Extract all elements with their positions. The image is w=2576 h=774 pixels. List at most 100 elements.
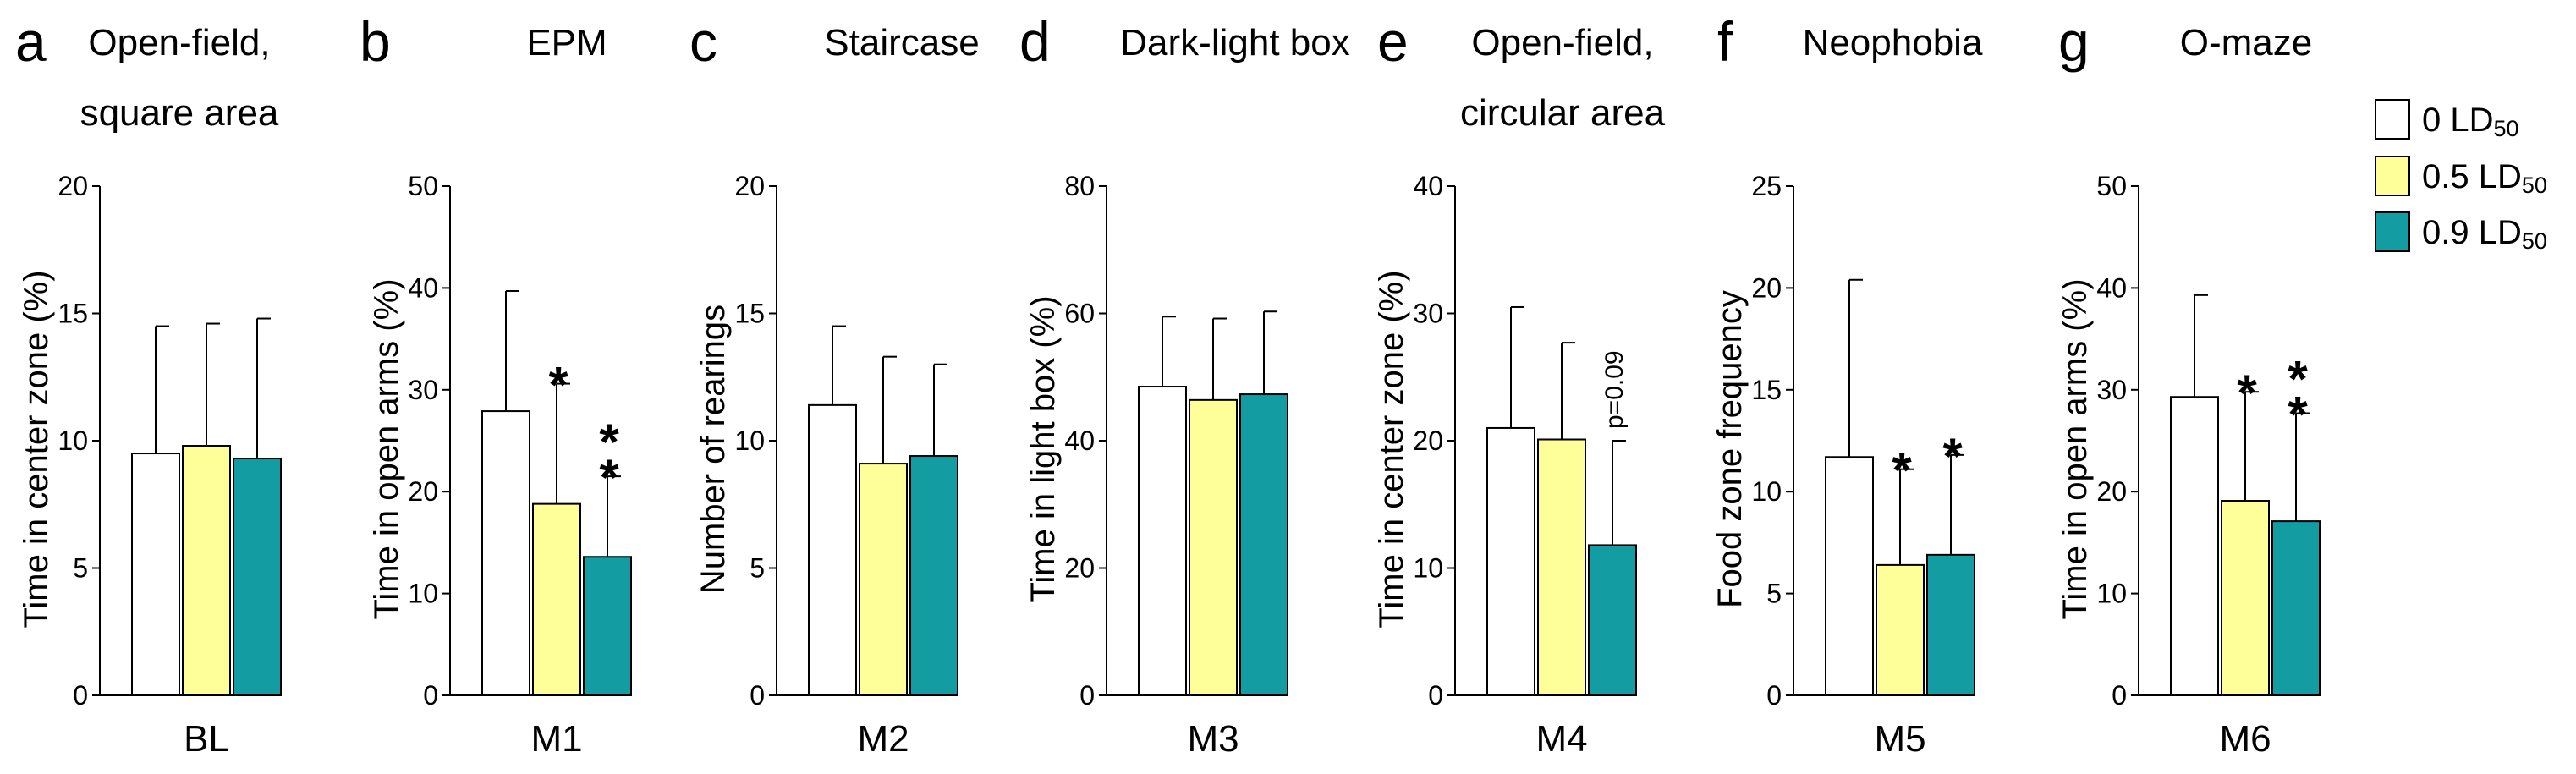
bar-control	[1486, 426, 1535, 696]
significance-star: *	[2288, 350, 2308, 407]
significance-star: *	[2237, 365, 2257, 421]
panel-title: Neophobia	[1803, 22, 1983, 63]
y-tick-label: 0	[1428, 680, 1443, 711]
x-group-label: M3	[1187, 718, 1239, 760]
significance-star: *	[548, 357, 568, 414]
y-tick-label: 60	[1064, 299, 1095, 329]
y-tick-label: 25	[1751, 171, 1782, 201]
y-tick-label: 5	[73, 553, 88, 584]
y-tick-label: 20	[2096, 476, 2127, 507]
bar-high-dose	[1239, 393, 1288, 696]
panel-c: c Staircase 0 5 10 15 20 Number of rearings M2	[689, 10, 980, 760]
y-tick-label: 10	[408, 579, 438, 609]
bar-control	[1825, 456, 1874, 696]
legend-label: 0.9 LD50	[2422, 214, 2547, 254]
panel-letter: a	[15, 10, 47, 73]
significance-star: *	[1892, 442, 1912, 499]
bar-high-dose	[1926, 553, 1975, 697]
panel-e: e Open-field, circular area 0 10 20 30 40 Time i…	[1373, 10, 1666, 760]
y-tick-label: 20	[1751, 272, 1782, 303]
bar-control	[808, 403, 857, 696]
y-axis-label: Time in center zone (%)	[1373, 270, 1410, 628]
y-tick-label: 0	[1079, 680, 1095, 711]
y-tick-label: 30	[408, 375, 438, 405]
y-tick-label: 20	[1413, 425, 1443, 456]
panel-letter: f	[1717, 10, 1733, 73]
y-tick-label: 20	[408, 476, 438, 507]
panel-title: Open-field,	[88, 22, 270, 63]
significance-star: *	[599, 414, 619, 470]
bar-control	[2170, 396, 2219, 696]
y-tick-label: 20	[1064, 553, 1095, 584]
significance-star: *	[2288, 386, 2308, 442]
y-tick-label: 10	[1413, 553, 1443, 584]
y-tick-label: 5	[750, 553, 765, 584]
y-tick-label: 15	[58, 299, 88, 329]
panel-title: EPM	[526, 22, 607, 63]
y-tick-label: 0	[2112, 680, 2127, 711]
panel-title: O-maze	[2180, 22, 2312, 63]
panel-letter: c	[689, 10, 717, 73]
panel-a: a Open-field, square area 0 5 10 15 20 Time in c…	[15, 10, 282, 760]
panel-title: Open-field,	[1471, 22, 1653, 63]
y-tick-label: 0	[1766, 680, 1782, 711]
y-tick-label: 30	[2096, 375, 2127, 405]
bar-high-dose	[909, 455, 958, 696]
x-group-label: M6	[2219, 718, 2271, 760]
y-tick-label: 0	[750, 680, 765, 711]
y-tick-label: 40	[408, 272, 438, 303]
y-tick-label: 20	[58, 171, 88, 201]
y-axis-label: Time in light box (%)	[1024, 295, 1062, 602]
panel-letter: d	[1019, 10, 1051, 73]
bar-low-dose	[2221, 500, 2270, 697]
panel-letter: g	[2058, 10, 2090, 73]
panel-title: square area	[80, 92, 279, 134]
panel-g: g O-maze 0 10 20 30 40 50 Time in open arms (%) *…	[2057, 10, 2321, 760]
panel-letter: b	[360, 10, 391, 73]
panel-d: d Dark-light box 0 20 40 60 80 Time in light bo…	[1019, 10, 1350, 760]
y-axis-label: Time in open arms (%)	[368, 278, 405, 619]
x-group-label: BL	[184, 718, 229, 760]
x-group-label: M2	[857, 718, 909, 760]
significance-star: *	[599, 449, 619, 506]
bar-high-dose	[1588, 544, 1637, 696]
y-axis-label: Food zone frequency	[1711, 290, 1749, 608]
panel-letter: e	[1377, 10, 1409, 73]
y-tick-label: 30	[1413, 299, 1443, 329]
panel-f: f Neophobia 0 5 10 15 20 25 Food zone frequency *…	[1711, 10, 1983, 760]
y-tick-label: 40	[1064, 425, 1095, 456]
y-tick-label: 15	[1751, 375, 1782, 405]
legend-swatch	[2375, 99, 2410, 140]
y-tick-label: 80	[1064, 171, 1095, 201]
bar-low-dose	[1537, 438, 1586, 696]
x-group-label: M5	[1874, 718, 1925, 760]
y-axis-label: Time in center zone (%)	[18, 270, 55, 628]
panel-title: Staircase	[824, 22, 979, 63]
significance-star: *	[1942, 428, 1963, 485]
legend-swatch	[2375, 156, 2410, 196]
y-tick-label: 50	[408, 171, 438, 201]
x-group-label: M1	[530, 718, 582, 760]
bar-low-dose	[1876, 563, 1925, 696]
bar-control	[481, 410, 530, 696]
y-tick-label: 10	[2096, 579, 2127, 609]
bar-low-dose	[1189, 398, 1238, 696]
y-tick-label: 40	[2096, 272, 2127, 303]
bar-control	[131, 453, 180, 696]
bar-low-dose	[859, 463, 908, 697]
panel-title: circular area	[1460, 92, 1666, 134]
bar-low-dose	[532, 502, 581, 697]
bar-high-dose	[2271, 520, 2321, 697]
p-value-annotation: p=0.09	[1601, 350, 1629, 429]
y-tick-label: 15	[734, 299, 765, 329]
y-tick-label: 0	[73, 680, 88, 711]
y-axis-label: Time in open arms (%)	[2057, 278, 2094, 619]
legend-label: 0 LD50	[2422, 102, 2519, 141]
panel-title: Dark-light box	[1120, 22, 1349, 63]
bar-control	[1138, 386, 1187, 696]
y-tick-label: 10	[734, 425, 765, 456]
y-tick-label: 0	[423, 680, 438, 711]
y-tick-label: 50	[2096, 171, 2127, 201]
